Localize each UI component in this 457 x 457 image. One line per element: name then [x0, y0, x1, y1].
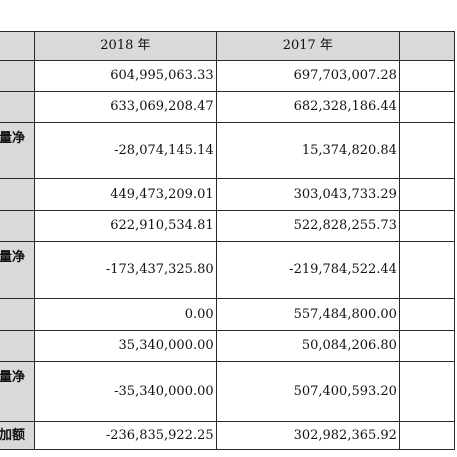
header-label-cell: [0, 31, 36, 61]
header-row: 2018 年 2017 年: [0, 31, 456, 61]
value-2017: 303,043,733.29: [215, 178, 400, 211]
extra-cell: [398, 361, 456, 422]
table-row: 0.00 557,484,800.00: [0, 298, 456, 331]
extra-cell: [398, 421, 456, 450]
row-label: 量净: [0, 241, 36, 299]
value-2018: -236,835,922.25: [34, 421, 217, 450]
table-row: 量净 -28,074,145.14 15,374,820.84: [0, 122, 456, 179]
value-2017: -219,784,522.44: [215, 241, 400, 299]
row-label: [0, 210, 36, 242]
row-label: 量净: [0, 361, 36, 422]
table-row: 604,995,063.33 697,703,007.28: [0, 60, 456, 92]
header-extra-cell: [398, 31, 456, 61]
table-row: 633,069,208.47 682,328,186.44: [0, 91, 456, 123]
table-row: 35,340,000.00 50,084,206.80: [0, 330, 456, 362]
value-2018: 0.00: [34, 298, 217, 331]
value-2018: 633,069,208.47: [34, 91, 217, 123]
extra-cell: [398, 330, 456, 362]
row-label: [0, 91, 36, 123]
value-2018: 604,995,063.33: [34, 60, 217, 92]
value-2018: -28,074,145.14: [34, 122, 217, 179]
row-label: [0, 60, 36, 92]
value-2018: -173,437,325.80: [34, 241, 217, 299]
header-2017: 2017 年: [215, 31, 400, 61]
extra-cell: [398, 91, 456, 123]
extra-cell: [398, 60, 456, 92]
value-2018: 449,473,209.01: [34, 178, 217, 211]
value-2018: 622,910,534.81: [34, 210, 217, 242]
value-2017: 507,400,593.20: [215, 361, 400, 422]
value-2017: 15,374,820.84: [215, 122, 400, 179]
table-row: 量净 -173,437,325.80 -219,784,522.44: [0, 241, 456, 299]
row-label: 加额: [0, 421, 36, 450]
row-label: [0, 298, 36, 331]
extra-cell: [398, 122, 456, 179]
value-2017: 697,703,007.28: [215, 60, 400, 92]
table-row: 加额 -236,835,922.25 302,982,365.92: [0, 421, 456, 450]
table-row: 622,910,534.81 522,828,255.73: [0, 210, 456, 242]
extra-cell: [398, 298, 456, 331]
value-2018: -35,340,000.00: [34, 361, 217, 422]
row-label: 量净: [0, 122, 36, 179]
value-2017: 302,982,365.92: [215, 421, 400, 450]
header-2018: 2018 年: [34, 31, 217, 61]
cash-flow-table: 2018 年 2017 年 604,995,063.33 697,703,007…: [0, 31, 456, 450]
value-2017: 557,484,800.00: [215, 298, 400, 331]
value-2018: 35,340,000.00: [34, 330, 217, 362]
table-row: 449,473,209.01 303,043,733.29: [0, 178, 456, 211]
extra-cell: [398, 210, 456, 242]
extra-cell: [398, 178, 456, 211]
extra-cell: [398, 241, 456, 299]
table-row: 量净 -35,340,000.00 507,400,593.20: [0, 361, 456, 422]
row-label: [0, 330, 36, 362]
value-2017: 522,828,255.73: [215, 210, 400, 242]
value-2017: 50,084,206.80: [215, 330, 400, 362]
row-label: [0, 178, 36, 211]
value-2017: 682,328,186.44: [215, 91, 400, 123]
